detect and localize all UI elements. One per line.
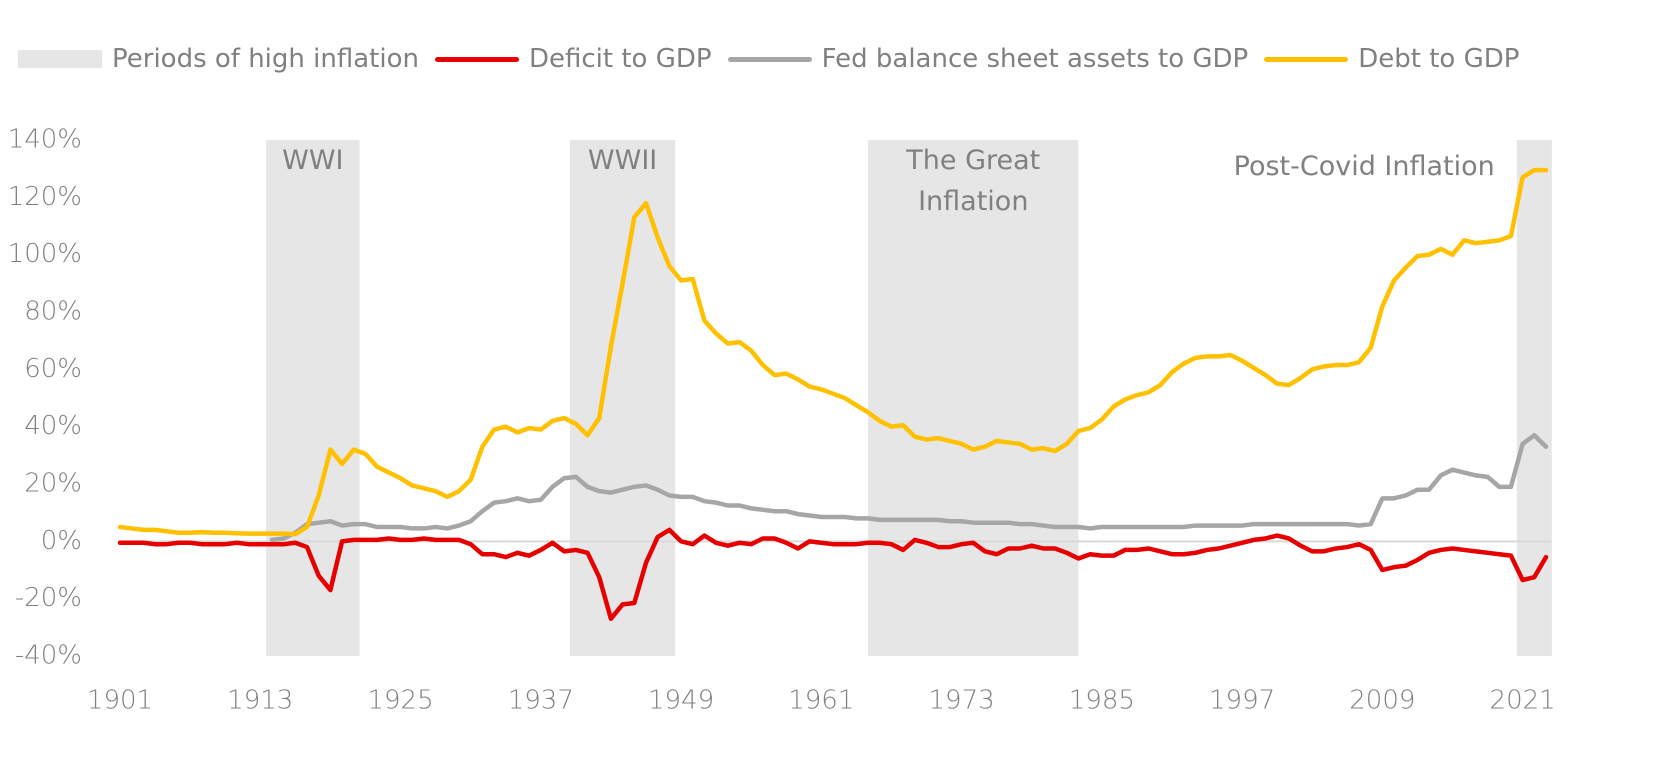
legend-swatch (1264, 56, 1349, 62)
inflation-period (570, 140, 676, 656)
legend-label: Deficit to GDP (528, 44, 712, 74)
x-tick-label: 1973 (928, 686, 994, 716)
series-line (117, 527, 1549, 621)
inflation-period (1516, 140, 1552, 656)
x-tick-label: 2009 (1349, 686, 1415, 716)
legend-item: Fed balance sheet assets to GDP (727, 44, 1249, 74)
inflation-period (266, 140, 360, 656)
y-tick-label: 100% (8, 239, 82, 269)
legend-swatch (434, 56, 519, 62)
y-tick-label: -40% (15, 641, 82, 671)
inflation-period (868, 140, 1079, 656)
x-tick-label: 1937 (508, 686, 574, 716)
legend-item: Debt to GDP (1264, 44, 1519, 74)
period-label: WWI (282, 145, 344, 176)
legend-swatch (727, 56, 812, 62)
x-tick-label: 1913 (227, 686, 293, 716)
x-tick-label: 1901 (87, 686, 153, 716)
legend-item: Deficit to GDP (434, 44, 712, 74)
x-tick-label: 1949 (648, 686, 714, 716)
legend-label: Fed balance sheet assets to GDP (821, 44, 1249, 74)
x-tick-label: 1985 (1069, 686, 1135, 716)
y-tick-label: 40% (24, 411, 82, 441)
period-label: WWII (587, 145, 658, 176)
period-label: Post-Covid Inflation (1233, 151, 1495, 182)
y-tick-label: 80% (24, 297, 82, 327)
y-tick-label: 60% (24, 354, 82, 384)
series-line (117, 167, 1549, 537)
y-tick-label: 0% (41, 526, 82, 556)
legend-label: Periods of high inflation (112, 44, 419, 74)
x-tick-label: 1925 (367, 686, 433, 716)
y-tick-label: 140% (8, 125, 82, 155)
series-line (269, 433, 1549, 543)
legend-item: Periods of high inflation (18, 44, 419, 74)
x-tick-label: 1997 (1209, 686, 1275, 716)
legend-swatch (18, 50, 102, 68)
y-tick-label: 20% (24, 469, 82, 499)
y-tick-label: 120% (8, 182, 82, 212)
legend: Periods of high inflation Deficit to GDP F… (18, 44, 1519, 74)
x-tick-label: 1961 (788, 686, 854, 716)
period-label: The Great Inflation (906, 145, 1041, 217)
legend-label: Debt to GDP (1358, 44, 1520, 74)
x-tick-label: 2021 (1490, 686, 1556, 716)
y-tick-label: -20% (15, 583, 82, 613)
